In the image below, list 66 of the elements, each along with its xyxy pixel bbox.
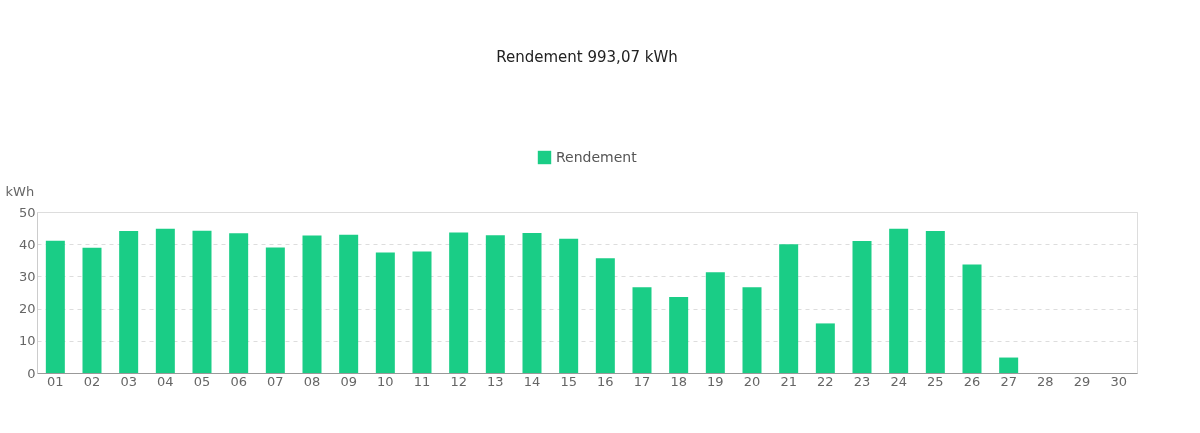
x-tick-label: 10 (377, 373, 394, 389)
x-tick-label: 25 (927, 373, 944, 389)
y-tick-label: 50 (18, 204, 36, 220)
bar (559, 238, 579, 373)
bar (852, 240, 872, 373)
bar (302, 235, 322, 373)
x-tick-label: 06 (230, 373, 247, 389)
bar (192, 230, 212, 373)
x-tick-label: 13 (487, 373, 504, 389)
bar (925, 231, 945, 373)
x-tick-label: 18 (670, 373, 687, 389)
bar (522, 232, 542, 373)
bar (595, 258, 615, 373)
x-tick-label: 01 (47, 373, 64, 389)
x-tick-label: 20 (743, 373, 761, 389)
bar (669, 297, 689, 373)
y-tick-label: 40 (18, 236, 36, 252)
bar (119, 231, 139, 373)
y-tick-label: 10 (18, 333, 36, 349)
bar (742, 287, 762, 373)
bar (779, 244, 799, 373)
bar (155, 228, 175, 373)
y-tick-label: 30 (18, 268, 36, 284)
chart-title: Rendement 993,07 kWh (496, 48, 678, 66)
bar (412, 251, 432, 373)
bar (229, 233, 249, 373)
x-tick-label: 27 (1000, 373, 1017, 389)
x-tick-label: 11 (413, 373, 431, 389)
x-tick-label: 29 (1073, 373, 1091, 389)
legend-label: Rendement (556, 148, 638, 165)
x-tick-label: 22 (817, 373, 834, 389)
x-tick-label: 17 (633, 373, 651, 389)
bar (815, 323, 835, 373)
bar (82, 247, 102, 373)
x-tick-label: 08 (303, 373, 321, 389)
bar (265, 247, 285, 373)
x-tick-label: 30 (1110, 373, 1127, 389)
bar (485, 235, 505, 373)
x-tick-label: 14 (523, 373, 541, 389)
x-tick-label: 26 (963, 373, 981, 389)
x-tick-label: 03 (120, 373, 137, 389)
bar (339, 234, 359, 373)
x-tick-label: 28 (1037, 373, 1054, 389)
x-tick-label: 24 (890, 373, 907, 389)
x-tick-label: 23 (853, 373, 871, 389)
bar (375, 252, 395, 373)
y-tick-label: 0 (27, 365, 36, 381)
x-tick-label: 16 (597, 373, 614, 389)
x-tick-label: 15 (560, 373, 577, 389)
bar (632, 287, 652, 373)
x-tick-label: 05 (193, 373, 211, 389)
bar (999, 357, 1019, 373)
bar (962, 264, 982, 373)
bar (449, 232, 469, 373)
x-tick-label: 19 (707, 373, 724, 389)
x-tick-label: 12 (450, 373, 467, 389)
y-axis-title: kWh (5, 183, 35, 199)
y-tick-label: 20 (18, 301, 36, 317)
x-tick-label: 21 (780, 373, 797, 389)
x-tick-label: 07 (267, 373, 284, 389)
bar (705, 272, 725, 373)
x-tick-label: 09 (340, 373, 357, 389)
x-tick-label: 02 (83, 373, 101, 389)
x-tick-label: 04 (157, 373, 174, 389)
bar (45, 240, 65, 373)
bar (889, 228, 909, 373)
